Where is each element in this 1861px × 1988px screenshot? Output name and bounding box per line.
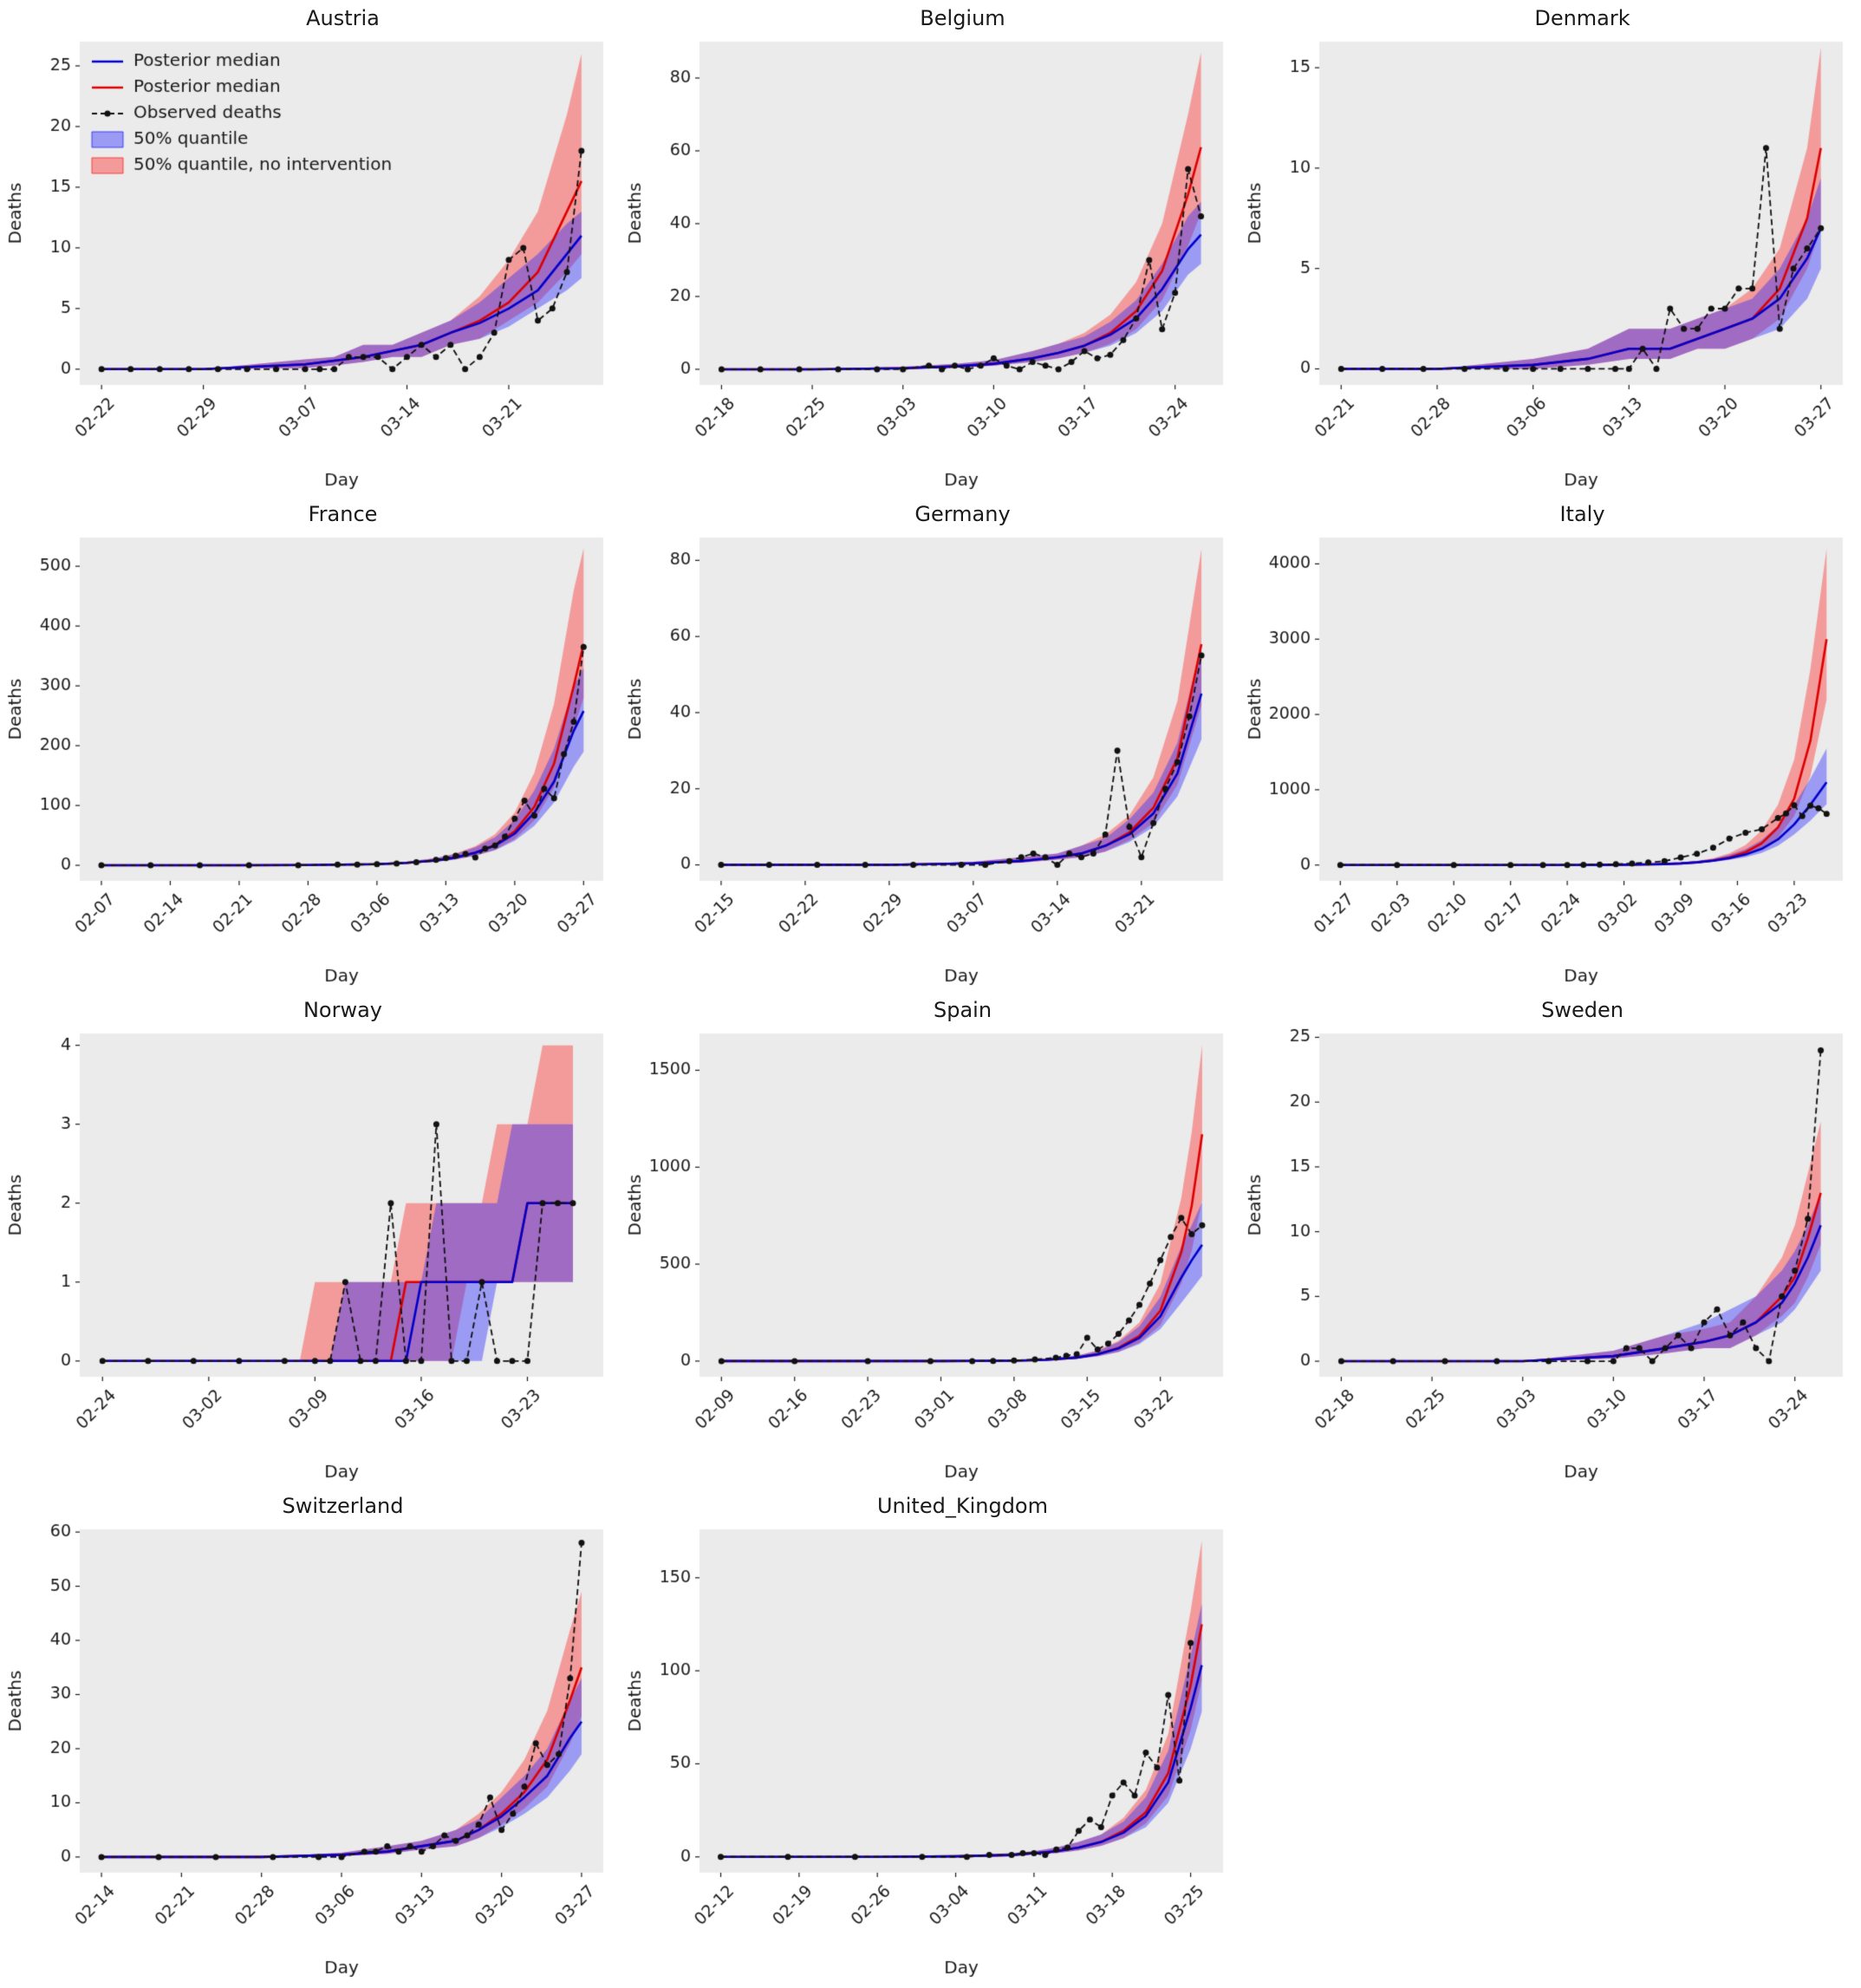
chart-cell-spain: Spain (620, 995, 1240, 1491)
chart-title-denmark: Denmark (1534, 6, 1630, 30)
chart-title-italy: Italy (1559, 502, 1605, 526)
chart-cell-norway: Norway (0, 995, 620, 1491)
chart-cell-austria: Austria (0, 3, 620, 499)
spain-chart-canvas (620, 1023, 1237, 1489)
chart-cell-germany: Germany (620, 499, 1240, 995)
chart-cell-sweden: Sweden (1240, 995, 1859, 1491)
chart-title-switzerland: Switzerland (282, 1494, 404, 1518)
chart-cell-denmark: Denmark (1240, 3, 1859, 499)
chart-title-sweden: Sweden (1541, 998, 1623, 1022)
germany-chart-canvas (620, 527, 1237, 994)
chart-cell-italy: Italy (1240, 499, 1859, 995)
chart-title-spain: Spain (933, 998, 992, 1022)
united-kingdom-chart-canvas (620, 1519, 1237, 1985)
chart-cell-switzerland: Switzerland (0, 1491, 620, 1987)
switzerland-chart-canvas (0, 1519, 617, 1985)
chart-title-norway: Norway (303, 998, 383, 1022)
chart-title-germany: Germany (914, 502, 1011, 526)
italy-chart-canvas (1240, 527, 1857, 994)
norway-chart-canvas (0, 1023, 617, 1489)
chart-title-austria: Austria (306, 6, 380, 30)
france-chart-canvas (0, 527, 617, 994)
chart-title-united-kingdom: United_Kingdom (876, 1494, 1048, 1518)
chart-cell-france: France (0, 499, 620, 995)
subplot-grid: Austria Belgium Denmark France Germany I… (0, 3, 1859, 1987)
austria-chart-canvas (0, 31, 617, 498)
sweden-chart-canvas (1240, 1023, 1857, 1489)
chart-cell-belgium: Belgium (620, 3, 1240, 499)
chart-title-belgium: Belgium (920, 6, 1005, 30)
belgium-chart-canvas (620, 31, 1237, 498)
denmark-chart-canvas (1240, 31, 1857, 498)
chart-cell-united-kingdom: United_Kingdom (620, 1491, 1240, 1987)
empty-cell (1240, 1491, 1859, 1987)
chart-title-france: France (308, 502, 378, 526)
